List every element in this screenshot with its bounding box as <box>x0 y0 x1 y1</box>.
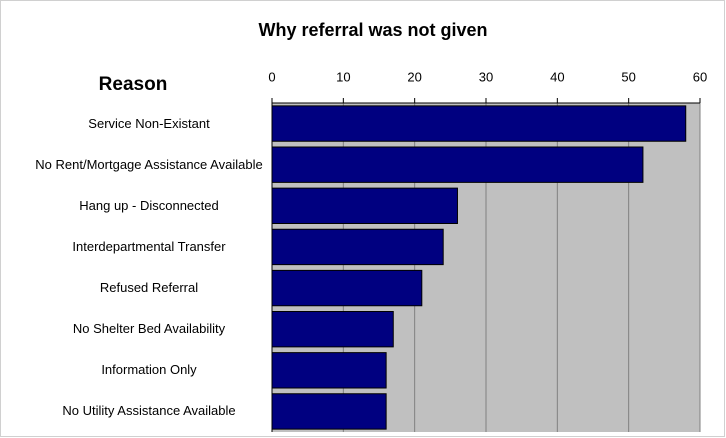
bar <box>271 352 387 389</box>
bar <box>271 146 644 183</box>
x-tick-label: 20 <box>407 69 421 84</box>
y-tick-label: No Rent/Mortgage Assistance Available <box>35 156 263 172</box>
x-tick-label: 10 <box>336 69 350 84</box>
bar <box>271 393 387 430</box>
y-tick-label: Service Non-Existant <box>88 115 210 131</box>
x-tick-label: 0 <box>268 69 275 84</box>
bar <box>271 187 458 224</box>
y-tick-label: No Shelter Bed Availability <box>72 321 226 337</box>
y-tick-label: Interdepartmental Transfer <box>72 238 226 254</box>
bar <box>271 228 444 266</box>
y-tick-label: No Utility Assistance Available <box>62 403 236 419</box>
x-tick-label: 60 <box>693 69 707 84</box>
x-tick-label: 50 <box>621 69 635 84</box>
y-tick-label: Refused Referral <box>99 280 199 296</box>
y-tick-label: Information Only <box>101 362 197 378</box>
chart-title: Why referral was not given <box>258 20 487 40</box>
axis-title: Reason <box>99 74 168 95</box>
x-tick-label: 40 <box>550 69 564 84</box>
bar <box>271 269 423 307</box>
y-tick-label: Hang up - Disconnected <box>79 197 219 213</box>
bar <box>271 311 394 348</box>
bar <box>271 105 687 142</box>
x-tick-label: 30 <box>479 69 493 84</box>
